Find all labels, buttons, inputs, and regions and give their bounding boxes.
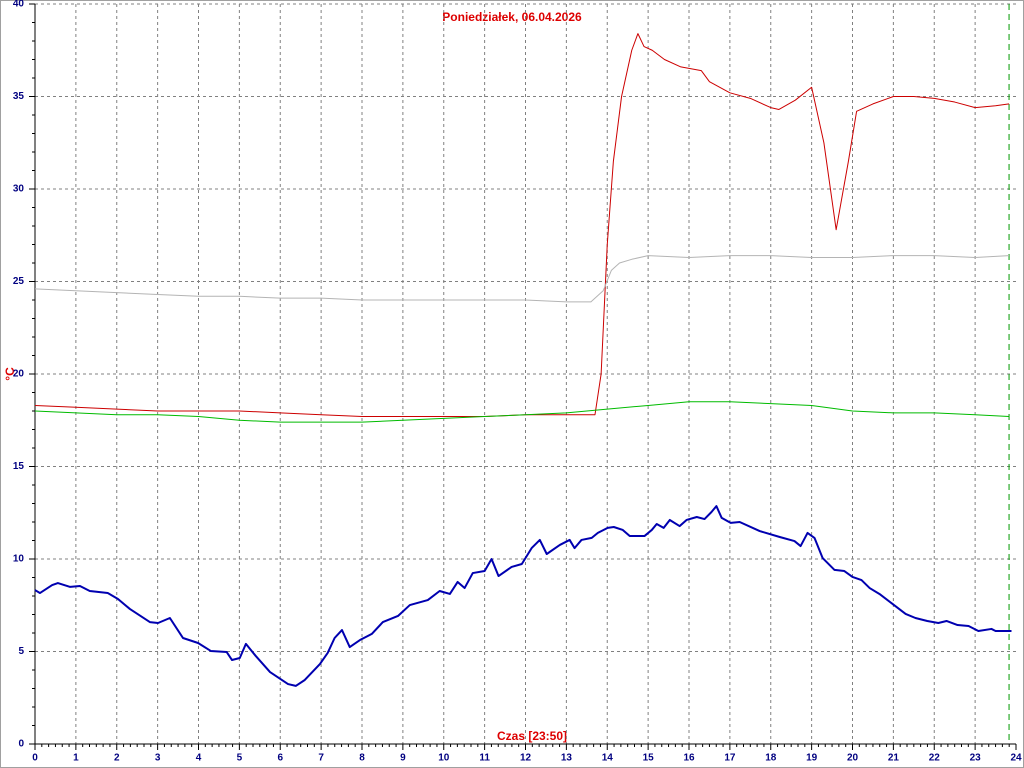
y-axis-label: °C xyxy=(3,367,17,381)
y-tick-label: 5 xyxy=(18,646,24,657)
x-tick-label: 12 xyxy=(520,753,532,764)
y-tick-label: 0 xyxy=(18,739,24,750)
x-tick-label: 20 xyxy=(847,753,859,764)
x-tick-label: 5 xyxy=(237,753,243,764)
chart-title: Poniedziałek, 06.04.2026 xyxy=(442,10,582,24)
y-tick-label: 30 xyxy=(13,184,25,195)
x-tick-label: 8 xyxy=(359,753,365,764)
x-tick-label: 0 xyxy=(32,753,38,764)
x-tick-label: 3 xyxy=(155,753,161,764)
x-tick-label: 7 xyxy=(318,753,324,764)
x-tick-label: 22 xyxy=(929,753,941,764)
y-tick-label: 35 xyxy=(13,91,25,102)
y-tick-label: 25 xyxy=(13,276,25,287)
series-line xyxy=(34,33,1010,418)
series-line xyxy=(34,505,1012,687)
x-tick-label: 18 xyxy=(765,753,777,764)
x-tick-label: 11 xyxy=(479,753,490,764)
x-tick-label: 6 xyxy=(277,753,283,764)
x-tick-label: 19 xyxy=(806,753,818,764)
x-tick-label: 21 xyxy=(888,753,900,764)
x-tick-label: 4 xyxy=(196,753,202,764)
y-tick-label: 40 xyxy=(13,0,25,10)
x-tick-label: 10 xyxy=(438,753,450,764)
x-tick-label: 9 xyxy=(400,753,406,764)
x-tick-label: 17 xyxy=(724,753,736,764)
y-tick-label: 10 xyxy=(13,554,25,565)
x-tick-label: 2 xyxy=(114,753,120,764)
x-tick-label: 13 xyxy=(561,753,573,764)
x-tick-label: 14 xyxy=(602,753,614,764)
x-tick-label: 1 xyxy=(73,753,79,764)
y-tick-label: 15 xyxy=(13,461,25,472)
series-line xyxy=(34,255,1010,303)
x-tick-label: 23 xyxy=(970,753,982,764)
y-tick-label: 20 xyxy=(13,369,25,380)
x-tick-label: 16 xyxy=(683,753,695,764)
x-tick-label: 15 xyxy=(643,753,655,764)
x-tick-label: 24 xyxy=(1010,753,1022,764)
series-line xyxy=(34,401,1010,423)
time-annotation: Czas [23:50] xyxy=(497,729,567,743)
